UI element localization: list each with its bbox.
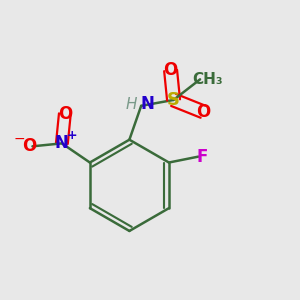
Text: O: O [164, 61, 178, 80]
Text: O: O [196, 103, 210, 121]
Text: F: F [196, 148, 208, 166]
Text: −: − [14, 132, 25, 146]
Text: N: N [55, 134, 69, 152]
Text: CH₃: CH₃ [192, 72, 223, 87]
Text: +: + [66, 129, 77, 142]
Text: O: O [58, 105, 72, 123]
Text: O: O [22, 137, 37, 155]
Text: N: N [141, 95, 154, 113]
Text: H: H [126, 97, 137, 112]
Text: S: S [167, 91, 180, 109]
